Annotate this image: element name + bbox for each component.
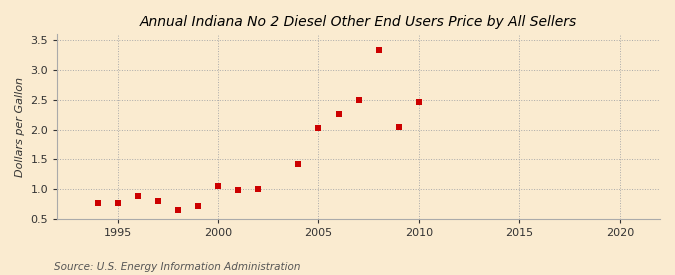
Point xyxy=(333,111,344,116)
Point xyxy=(192,204,203,208)
Point xyxy=(173,208,184,212)
Point xyxy=(132,194,143,199)
Point xyxy=(112,201,123,205)
Point xyxy=(353,98,364,102)
Point xyxy=(233,188,244,192)
Point xyxy=(253,186,264,191)
Point xyxy=(414,100,425,104)
Y-axis label: Dollars per Gallon: Dollars per Gallon xyxy=(15,77,25,177)
Point xyxy=(213,183,223,188)
Point xyxy=(313,126,324,130)
Title: Annual Indiana No 2 Diesel Other End Users Price by All Sellers: Annual Indiana No 2 Diesel Other End Use… xyxy=(140,15,577,29)
Point xyxy=(92,201,103,205)
Point xyxy=(293,162,304,166)
Text: Source: U.S. Energy Information Administration: Source: U.S. Energy Information Administ… xyxy=(54,262,300,272)
Point xyxy=(373,48,384,53)
Point xyxy=(153,199,163,203)
Point xyxy=(394,125,404,130)
